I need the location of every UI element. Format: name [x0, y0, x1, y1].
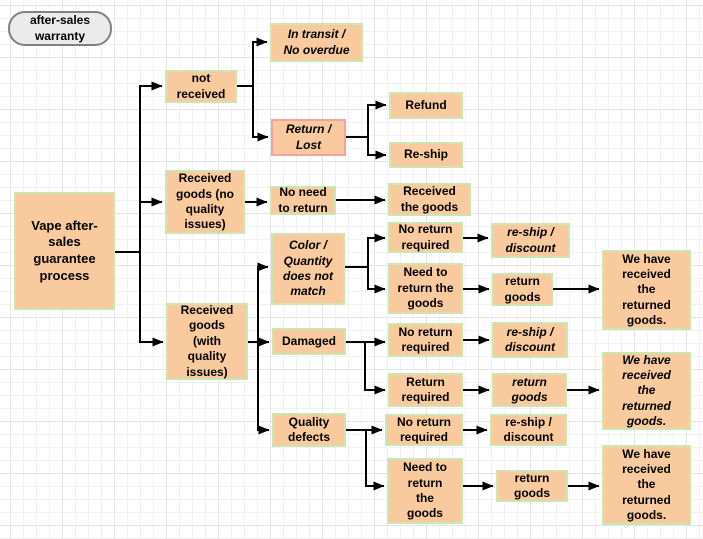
received-no-quality-issues-node[interactable]: Received goods (no quality issues) — [165, 170, 245, 234]
edge-return-lost-to-re-ship[interactable] — [346, 136, 387, 160]
no-return-required-3-node[interactable]: No return required — [385, 414, 463, 446]
no-need-to-return-node[interactable]: No need to return — [270, 185, 336, 215]
need-to-return-goods-1-node[interactable]: Need to return the goods — [388, 263, 463, 314]
return-required-node[interactable]: Return required — [388, 373, 463, 407]
no-return-required-1-node[interactable]: No return required — [388, 222, 463, 253]
received-with-quality-issues-node[interactable]: Received goods (with quality issues) — [166, 303, 248, 380]
reship-discount-2-node[interactable]: re-ship / discount — [492, 322, 568, 358]
we-have-received-1-node[interactable]: We have received the returned goods. — [602, 250, 691, 330]
return-goods-3-node[interactable]: return goods — [496, 470, 568, 502]
start-after-sales-warranty-node[interactable]: after-sales warranty — [8, 11, 112, 46]
return-lost-node[interactable]: Return / Lost — [271, 119, 346, 156]
need-to-return-goods-2-node[interactable]: Need to return the goods — [387, 458, 463, 524]
edge-received-with-to-quality-defects[interactable] — [248, 341, 270, 435]
re-ship-node[interactable]: Re-ship — [389, 142, 463, 168]
return-goods-1-node[interactable]: return goods — [492, 273, 553, 306]
edge-not-received-to-in-transit[interactable] — [237, 37, 268, 87]
we-have-received-2-node[interactable]: We have received the returned goods. — [602, 352, 691, 430]
edge-main-to-not-received[interactable] — [115, 81, 163, 253]
in-transit-no-overdue-node[interactable]: In transit / No overdue — [270, 23, 363, 62]
reship-discount-3-node[interactable]: re-ship / discount — [490, 414, 567, 446]
edge-not-received-to-return-lost[interactable] — [237, 85, 269, 142]
edge-return-lost-to-refund[interactable] — [346, 100, 387, 138]
edge-main-to-received-with-quality[interactable] — [115, 251, 164, 347]
edge-color-quantity-to-no-return-1[interactable] — [345, 233, 386, 268]
color-quantity-mismatch-node[interactable]: Color / Quantity does not match — [271, 233, 345, 305]
edge-received-with-to-color-quantity[interactable] — [248, 262, 269, 343]
edge-main-to-received-no-quality[interactable] — [115, 197, 163, 253]
received-the-goods-node[interactable]: Received the goods — [388, 183, 471, 216]
vape-guarantee-process-node[interactable]: Vape after- sales guarantee process — [14, 192, 115, 310]
return-goods-2-node[interactable]: return goods — [492, 373, 567, 407]
edge-color-quantity-to-need-return-1[interactable] — [345, 266, 386, 294]
quality-defects-node[interactable]: Quality defects — [272, 413, 346, 447]
edge-damaged-to-return-required[interactable] — [346, 341, 386, 395]
not-received-node[interactable]: not received — [165, 70, 237, 103]
damaged-node[interactable]: Damaged — [272, 328, 346, 355]
reship-discount-1-node[interactable]: re-ship / discount — [491, 223, 570, 258]
we-have-received-3-node[interactable]: We have received the returned goods. — [602, 445, 691, 525]
edge-quality-defects-to-need-return-2[interactable] — [346, 429, 385, 491]
refund-node[interactable]: Refund — [389, 92, 463, 119]
no-return-required-2-node[interactable]: No return required — [388, 323, 463, 357]
